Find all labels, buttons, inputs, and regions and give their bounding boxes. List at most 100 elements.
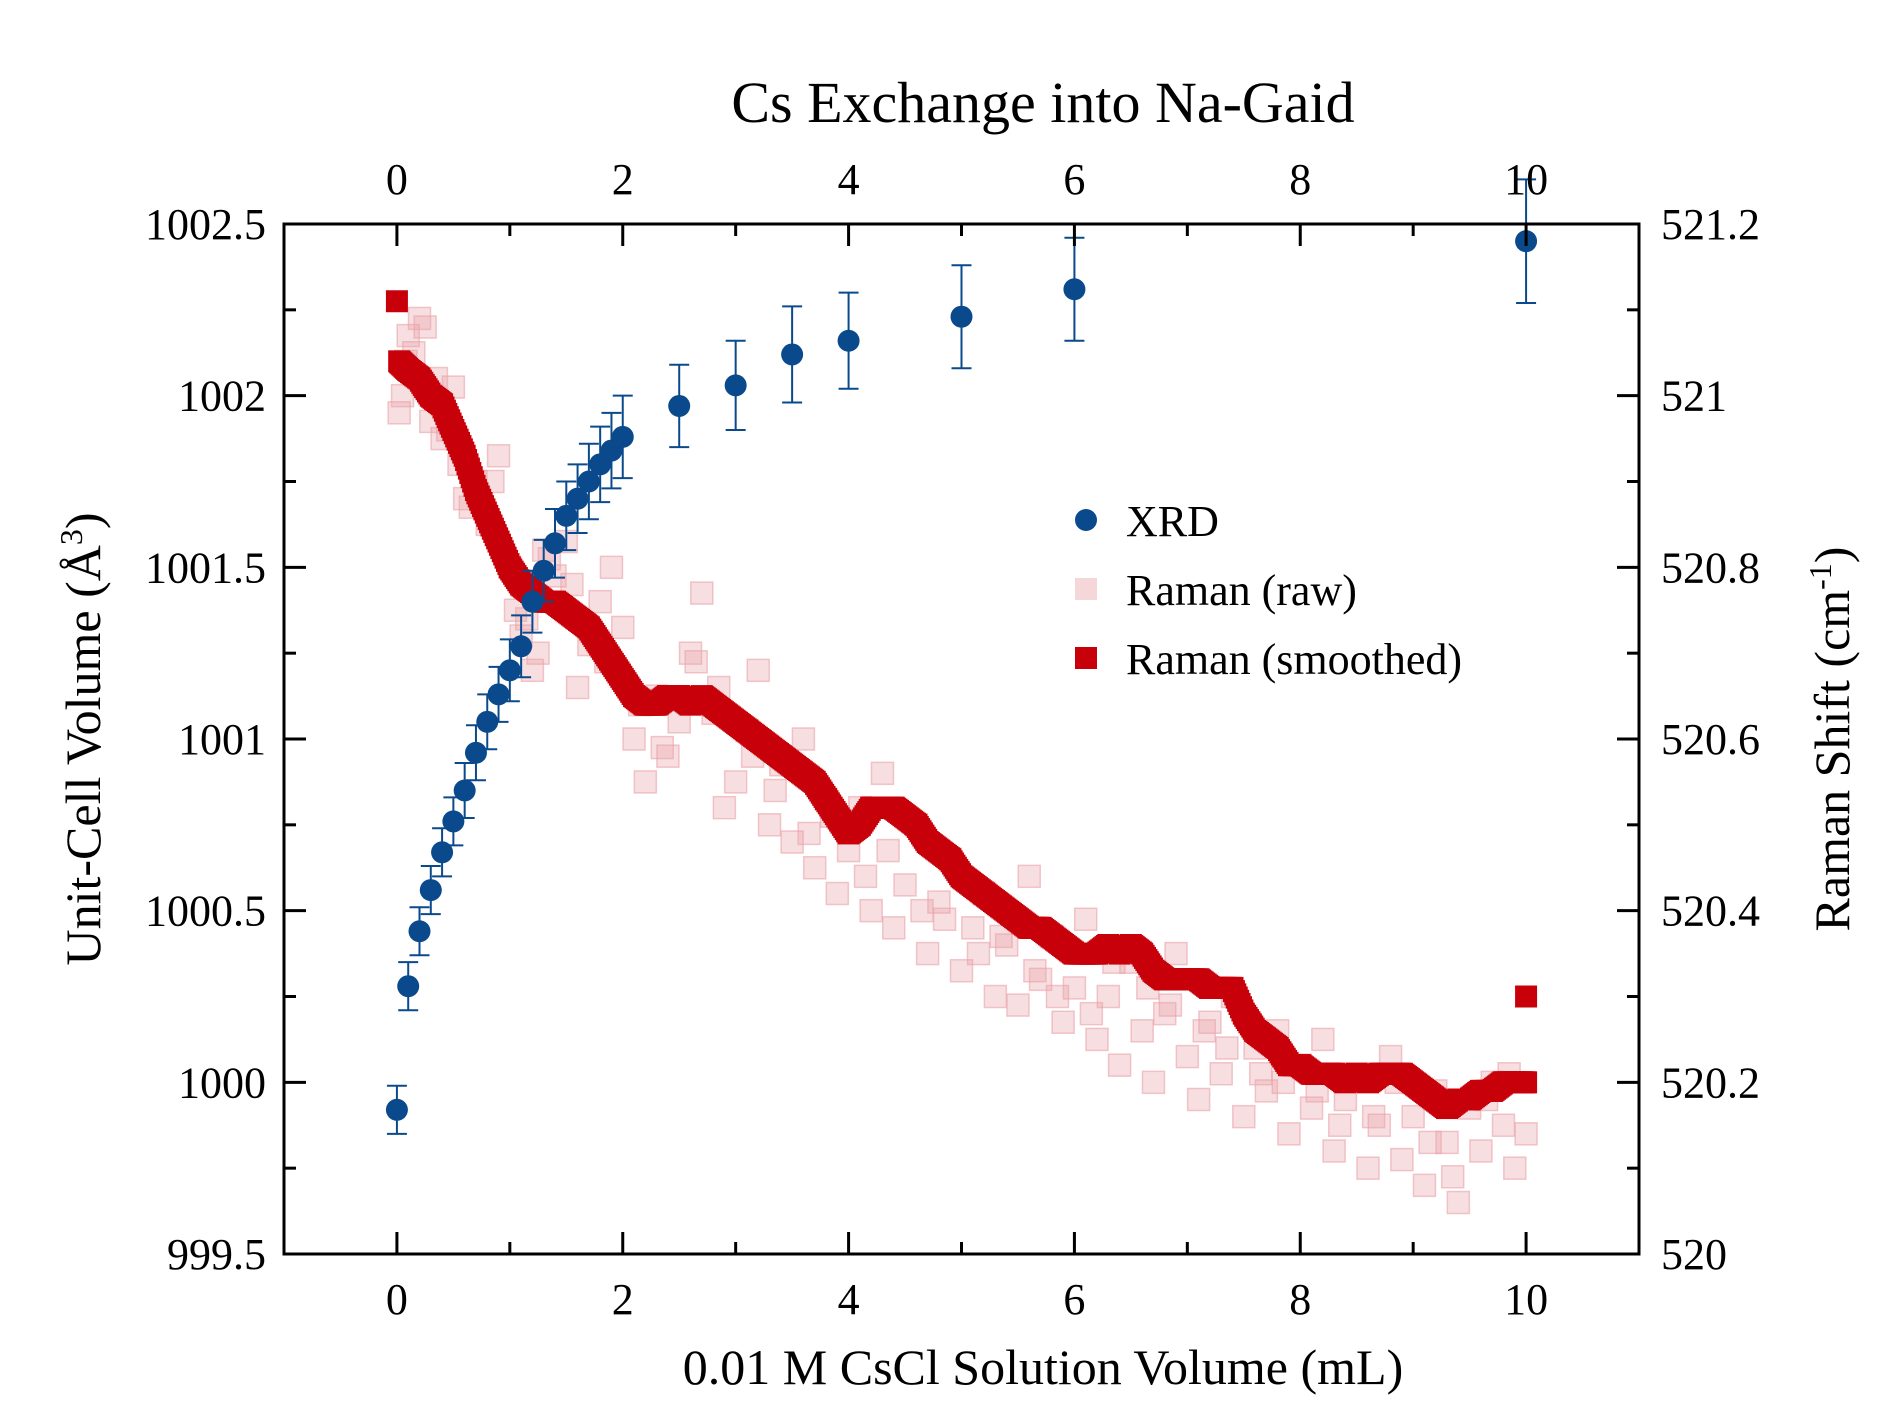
raman-raw-point: [1232, 1104, 1256, 1129]
raman-raw-point: [565, 675, 590, 700]
axis-tick-labels: 0 2 4 6 8 100 2 4 6 8 10999.510001000.510011001.51…: [145, 155, 1760, 1324]
raman-raw-point: [910, 898, 934, 923]
xrd-point: [566, 487, 589, 510]
raman-raw-point: [413, 315, 437, 339]
raman-raw-point: [723, 770, 748, 794]
legend-raman-raw-marker: [1075, 578, 1097, 600]
raman-raw-point: [1514, 1122, 1538, 1146]
raman-raw-point: [1311, 1027, 1335, 1052]
x-tick-label-top: 8: [1289, 155, 1311, 204]
raman-raw-point: [893, 873, 917, 897]
raman-raw-point: [763, 778, 787, 803]
y-right-tick-label: 520.8: [1661, 543, 1760, 592]
raman-raw-point: [1045, 984, 1070, 1009]
x-tick-label-top: 6: [1063, 155, 1085, 204]
raman-raw-point: [1079, 1001, 1104, 1026]
raman-raw-point: [1418, 1130, 1442, 1155]
raman-raw-point: [1401, 1104, 1425, 1129]
raman-raw-point: [1158, 993, 1183, 1017]
raman-raw-point: [1209, 1062, 1233, 1086]
xrd-point: [544, 532, 566, 555]
x-tick-label-top: 10: [1504, 155, 1548, 204]
xrd-point: [419, 879, 442, 902]
y-left-tick-label: 1001: [178, 715, 266, 764]
xrd-point: [498, 659, 521, 682]
x-tick-label-bottom: 6: [1063, 1275, 1085, 1324]
raman-raw-point: [1006, 993, 1030, 1017]
raman-raw-point: [486, 444, 511, 468]
y-axis-left-title: Unit-Cell Volume (Å3): [53, 512, 111, 965]
y-axis-right-title: Raman Shift (cm-1): [1802, 547, 1860, 932]
y-left-tick-label: 1002: [178, 372, 266, 421]
raman-raw-point: [622, 727, 646, 751]
raman-raw-point: [1107, 1053, 1132, 1077]
raman-raw-point: [983, 984, 1008, 1009]
xrd-point: [668, 394, 691, 417]
raman-raw-point: [757, 813, 782, 837]
y-axis-right-title-end: ): [1804, 547, 1860, 564]
raman-raw-point: [650, 735, 675, 760]
raman-raw-point: [1051, 1010, 1075, 1034]
raman-raw-point: [560, 572, 584, 597]
y-right-tick-label: 520.2: [1661, 1058, 1760, 1107]
x-tick-label-bottom: 10: [1504, 1275, 1548, 1324]
y-left-tick-label: 1000.5: [145, 887, 266, 936]
raman-raw-point: [599, 555, 624, 580]
y-right-tick-label: 520: [1661, 1230, 1727, 1279]
raman-raw-point: [1248, 1062, 1273, 1086]
raman-raw-point: [746, 658, 770, 683]
raman-raw-point: [1073, 907, 1098, 931]
xrd-point: [464, 741, 487, 764]
raman-raw-point: [1361, 1104, 1386, 1129]
x-axis-title: 0.01 M CsCl Solution Volume (mL): [683, 1339, 1403, 1395]
legend-xrd-marker: [1075, 509, 1097, 531]
raman-raw-point: [966, 941, 991, 966]
xrd-point: [431, 841, 454, 864]
raman-raw-point: [1412, 1173, 1437, 1198]
raman-raw-point: [1446, 1190, 1471, 1215]
x-tick-label-bottom: 8: [1289, 1275, 1311, 1324]
raman-raw-point: [1141, 1070, 1166, 1095]
raman-raw-point: [1440, 1165, 1465, 1189]
raman-smoothed-series: [385, 290, 1538, 1120]
raman-raw-point: [853, 864, 878, 889]
xrd-point: [781, 343, 804, 366]
raman-raw-point: [1192, 1019, 1217, 1043]
raman-raw-point: [1023, 959, 1047, 983]
y-left-tick-label: 1000: [178, 1058, 266, 1107]
raman-smoothed-point: [1515, 1071, 1538, 1094]
raman-raw-point: [1328, 1113, 1352, 1137]
raman-raw-point: [1164, 941, 1188, 966]
y-right-tick-label: 521: [1661, 372, 1727, 421]
y-axis-right-title-text: Raman Shift (cm: [1804, 590, 1860, 932]
y-right-tick-label: 520.6: [1661, 715, 1760, 764]
y-axis-left-title-end: ): [55, 512, 111, 529]
x-tick-label-top: 0: [386, 155, 408, 204]
raman-raw-point: [684, 650, 708, 674]
raman-raw-point: [1130, 1019, 1154, 1043]
raman-raw-point: [633, 770, 658, 794]
y-right-tick-label: 521.2: [1661, 200, 1760, 249]
chart-title: Cs Exchange into Na-Gaid: [731, 70, 1354, 135]
xrd-point: [532, 559, 555, 582]
y-left-tick-label: 1002.5: [145, 200, 266, 249]
xrd-point: [724, 374, 747, 397]
xrd-point: [577, 470, 600, 493]
xrd-point: [453, 779, 476, 802]
raman-raw-point: [882, 916, 906, 940]
legend-raman-raw-label: Raman (raw): [1126, 566, 1357, 615]
xrd-point: [1063, 278, 1086, 301]
raman-raw-point: [791, 727, 816, 751]
raman-raw-point: [915, 941, 940, 966]
y-left-tick-label: 1001.5: [145, 543, 266, 592]
xrd-point: [442, 810, 465, 833]
xrd-point: [611, 425, 634, 448]
raman-raw-point: [797, 821, 821, 846]
raman-raw-point: [1175, 1044, 1200, 1069]
x-tick-label-bottom: 0: [386, 1275, 408, 1324]
raman-raw-point: [1469, 1139, 1493, 1163]
xrd-point: [385, 1098, 408, 1121]
x-tick-label-bottom: 2: [612, 1275, 634, 1324]
raman-raw-point: [1503, 1156, 1527, 1180]
